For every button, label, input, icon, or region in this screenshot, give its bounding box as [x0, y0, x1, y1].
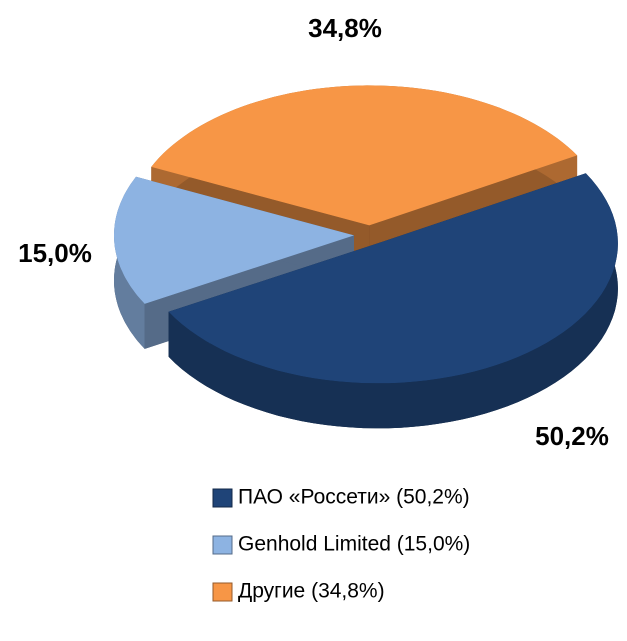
legend-label: Другие (34,8%): [238, 580, 385, 603]
data-label: 50,2%: [535, 421, 609, 451]
legend-swatch: [212, 582, 233, 602]
slice: [151, 85, 578, 226]
slice: [168, 173, 618, 384]
slice-side: [168, 173, 618, 429]
legend-swatch: [212, 535, 233, 555]
legend-swatch: [212, 488, 233, 508]
data-label: 15,0%: [18, 238, 92, 268]
data-label: 34,8%: [308, 13, 382, 43]
legend-label: Genhold Limited (15,0%): [238, 533, 470, 556]
legend-label: ПАО «Россети» (50,2%): [238, 486, 470, 509]
slice: [114, 176, 354, 304]
